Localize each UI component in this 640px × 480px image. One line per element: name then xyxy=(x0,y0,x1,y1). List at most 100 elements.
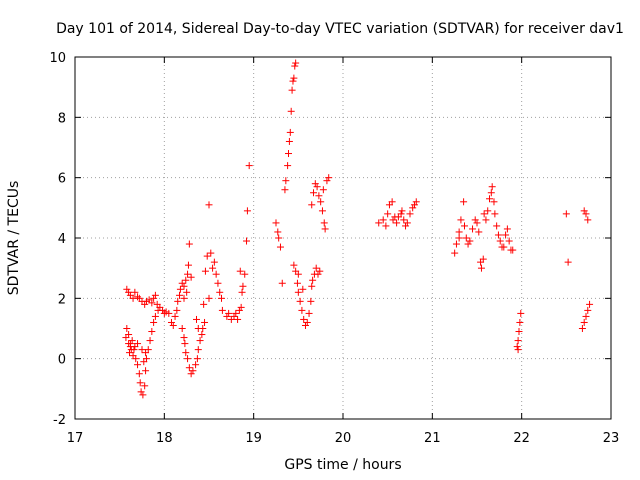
data-point xyxy=(123,325,131,332)
data-point xyxy=(135,370,143,378)
data-point xyxy=(292,59,300,67)
data-point xyxy=(200,300,208,308)
data-point xyxy=(375,219,383,227)
data-point xyxy=(412,198,420,206)
y-tick-label: -2 xyxy=(53,413,66,428)
grid xyxy=(75,57,611,419)
data-point xyxy=(308,282,316,290)
data-points xyxy=(122,59,594,399)
data-point xyxy=(187,370,195,378)
data-point xyxy=(275,234,283,242)
axis-ticks: 17 18 19 20 21 22 23 -2 0 2 4 6 8 10 xyxy=(49,51,619,446)
data-point xyxy=(285,137,293,145)
data-point xyxy=(194,346,202,354)
data-point xyxy=(237,303,245,311)
data-point xyxy=(289,77,297,85)
data-point xyxy=(182,349,190,357)
data-point xyxy=(388,198,396,206)
data-point xyxy=(460,222,468,230)
data-point xyxy=(127,346,135,354)
data-point xyxy=(580,318,588,326)
data-point xyxy=(193,355,201,363)
data-point xyxy=(578,325,586,332)
data-point xyxy=(184,261,192,269)
data-point xyxy=(307,297,315,305)
data-point xyxy=(314,270,322,278)
data-point xyxy=(125,349,133,357)
data-point xyxy=(282,177,290,185)
data-point xyxy=(150,318,158,326)
data-point xyxy=(184,355,192,363)
data-point xyxy=(393,219,401,227)
data-point xyxy=(288,86,296,94)
data-point xyxy=(192,361,200,369)
data-point xyxy=(243,237,251,245)
data-point xyxy=(167,318,175,326)
data-point xyxy=(174,297,182,305)
data-point xyxy=(300,315,308,323)
data-point xyxy=(410,201,418,209)
data-point xyxy=(150,294,158,302)
data-point xyxy=(171,312,179,320)
data-point xyxy=(584,306,592,314)
data-point xyxy=(319,186,327,194)
y-tick-label: 8 xyxy=(58,111,66,126)
data-point xyxy=(496,237,504,245)
data-point xyxy=(184,270,192,278)
data-point xyxy=(165,309,173,317)
data-point xyxy=(400,216,408,224)
data-point xyxy=(487,189,495,197)
data-point xyxy=(514,346,522,354)
data-point xyxy=(477,264,485,272)
data-point xyxy=(207,249,215,257)
data-point xyxy=(201,318,209,326)
data-point xyxy=(125,288,133,296)
data-point xyxy=(320,219,328,227)
data-point xyxy=(513,343,521,351)
data-point xyxy=(584,216,592,224)
data-point xyxy=(397,210,405,218)
data-point xyxy=(236,267,244,275)
data-point xyxy=(505,237,513,245)
data-point xyxy=(151,291,159,299)
data-point xyxy=(514,337,522,345)
data-point xyxy=(517,309,525,317)
data-point xyxy=(464,240,472,248)
data-point xyxy=(141,300,149,308)
data-point xyxy=(455,234,463,242)
data-point xyxy=(406,210,414,218)
data-point xyxy=(128,337,136,345)
data-point xyxy=(140,358,148,366)
data-point xyxy=(509,246,517,254)
data-point xyxy=(241,270,249,278)
data-point xyxy=(183,288,191,296)
data-point xyxy=(223,312,231,320)
data-point xyxy=(484,207,492,215)
data-point xyxy=(182,276,190,284)
data-point xyxy=(515,328,523,336)
data-point xyxy=(201,267,209,275)
data-point xyxy=(125,331,133,339)
data-point xyxy=(134,293,142,301)
data-point xyxy=(214,279,222,287)
data-point xyxy=(136,379,144,387)
data-point xyxy=(212,270,220,278)
data-point xyxy=(181,340,189,348)
data-point xyxy=(462,234,470,242)
y-tick-label: 2 xyxy=(58,292,66,307)
data-point xyxy=(290,74,298,82)
data-point xyxy=(180,282,188,290)
data-point xyxy=(123,285,131,293)
data-point xyxy=(189,367,197,375)
data-point xyxy=(586,300,594,308)
y-axis-label: SDTVAR / TECUs xyxy=(6,181,22,296)
data-point xyxy=(239,282,247,290)
data-point xyxy=(173,306,181,314)
data-point xyxy=(303,318,311,326)
data-point xyxy=(178,325,186,332)
data-point xyxy=(278,279,286,287)
data-point xyxy=(185,240,193,248)
data-point xyxy=(317,198,325,206)
data-point xyxy=(293,279,301,287)
